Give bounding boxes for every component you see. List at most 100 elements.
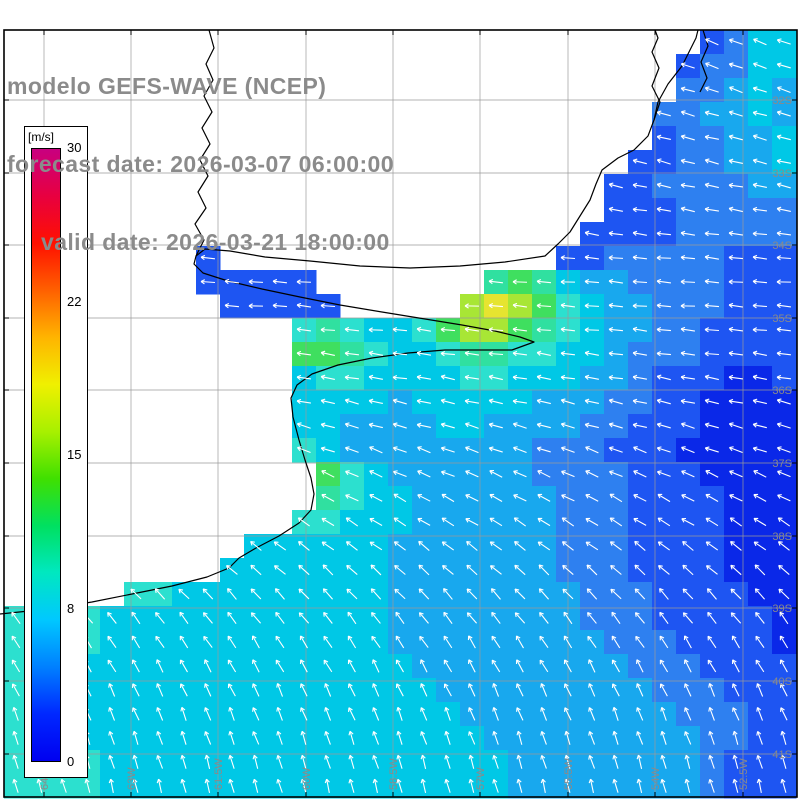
- direction-arrow: [443, 683, 452, 697]
- direction-arrow: [396, 730, 403, 745]
- direction-arrow: [489, 469, 503, 478]
- direction-arrow: [610, 564, 622, 575]
- direction-arrow: [776, 422, 791, 429]
- direction-arrow: [322, 588, 334, 600]
- direction-arrow: [681, 517, 695, 526]
- direction-arrow: [680, 230, 695, 236]
- direction-arrow: [444, 754, 451, 769]
- direction-arrow: [612, 706, 619, 721]
- colorbar-unit-label: [m/s]: [28, 130, 54, 144]
- direction-arrow: [539, 659, 549, 673]
- colorbar: [m/s] 30 22 15 8 0: [24, 126, 88, 778]
- direction-arrow: [465, 470, 479, 478]
- direction-arrow: [344, 374, 360, 381]
- direction-arrow: [227, 611, 237, 624]
- direction-arrow: [704, 303, 720, 309]
- direction-arrow: [705, 565, 718, 575]
- direction-arrow: [730, 564, 742, 576]
- direction-arrow: [392, 446, 407, 453]
- direction-arrow: [563, 611, 573, 625]
- direction-arrow: [704, 158, 719, 165]
- colorbar-gradient: [31, 148, 61, 762]
- direction-arrow: [443, 611, 453, 624]
- direction-arrow: [11, 635, 21, 649]
- direction-arrow: [705, 541, 719, 551]
- direction-arrow: [228, 754, 235, 769]
- direction-arrow: [611, 611, 621, 625]
- direction-arrow: [84, 778, 91, 793]
- direction-arrow: [584, 230, 599, 236]
- direction-arrow: [588, 755, 596, 769]
- direction-arrow: [779, 635, 789, 649]
- direction-arrow: [420, 778, 427, 793]
- direction-arrow: [204, 778, 211, 793]
- direction-arrow: [755, 659, 765, 673]
- direction-arrow: [131, 683, 140, 697]
- direction-arrow: [203, 635, 213, 648]
- direction-arrow: [489, 493, 503, 502]
- direction-arrow: [300, 730, 307, 745]
- direction-arrow: [466, 612, 478, 624]
- direction-arrow: [443, 588, 453, 600]
- direction-arrow: [395, 659, 404, 673]
- direction-arrow: [659, 611, 669, 624]
- direction-arrow: [372, 659, 380, 673]
- direction-arrow: [684, 778, 691, 793]
- direction-arrow: [753, 493, 767, 502]
- direction-arrow: [489, 565, 502, 575]
- direction-arrow: [443, 635, 453, 649]
- direction-arrow: [780, 754, 787, 769]
- direction-arrow: [656, 351, 672, 357]
- direction-arrow: [324, 754, 331, 769]
- direction-arrow: [611, 659, 620, 673]
- direction-arrow: [179, 683, 188, 697]
- direction-arrow: [656, 327, 672, 333]
- direction-arrow: [608, 374, 624, 381]
- direction-arrow: [300, 754, 307, 769]
- direction-arrow: [752, 374, 767, 380]
- direction-arrow: [753, 62, 767, 70]
- direction-arrow: [680, 62, 695, 69]
- direction-arrow: [108, 707, 116, 721]
- direction-arrow: [514, 564, 526, 576]
- direction-arrow: [492, 683, 500, 697]
- direction-arrow: [368, 422, 383, 429]
- direction-arrow: [416, 398, 431, 404]
- direction-arrow: [776, 158, 791, 164]
- direction-arrow: [395, 635, 405, 649]
- direction-arrow: [634, 564, 646, 576]
- direction-arrow: [416, 374, 431, 380]
- lat-label: 32S: [772, 95, 792, 107]
- direction-arrow: [324, 730, 331, 745]
- direction-arrow: [464, 422, 479, 429]
- direction-arrow: [321, 541, 335, 551]
- direction-arrow: [297, 446, 311, 454]
- direction-arrow: [180, 730, 187, 745]
- direction-arrow: [420, 659, 428, 673]
- direction-arrow: [537, 469, 551, 478]
- direction-arrow: [632, 206, 648, 213]
- direction-arrow: [107, 635, 117, 649]
- direction-arrow: [513, 470, 527, 478]
- direction-arrow: [276, 730, 283, 745]
- direction-arrow: [708, 778, 715, 793]
- direction-arrow: [488, 303, 504, 309]
- direction-arrow: [200, 254, 216, 261]
- direction-arrow: [730, 612, 742, 624]
- direction-arrow: [180, 706, 187, 721]
- direction-arrow: [512, 302, 527, 309]
- direction-arrow: [392, 422, 407, 429]
- direction-arrow: [275, 635, 285, 649]
- direction-arrow: [752, 134, 767, 141]
- direction-arrow: [320, 350, 335, 356]
- direction-arrow: [348, 730, 355, 745]
- direction-arrow: [657, 541, 670, 551]
- colorbar-tick-label: 22: [67, 293, 82, 309]
- direction-arrow: [729, 517, 742, 527]
- direction-arrow: [752, 182, 767, 188]
- direction-arrow: [204, 731, 212, 745]
- direction-arrow: [656, 255, 672, 261]
- direction-arrow: [273, 541, 287, 551]
- direction-arrow: [228, 730, 235, 745]
- direction-arrow: [540, 707, 548, 721]
